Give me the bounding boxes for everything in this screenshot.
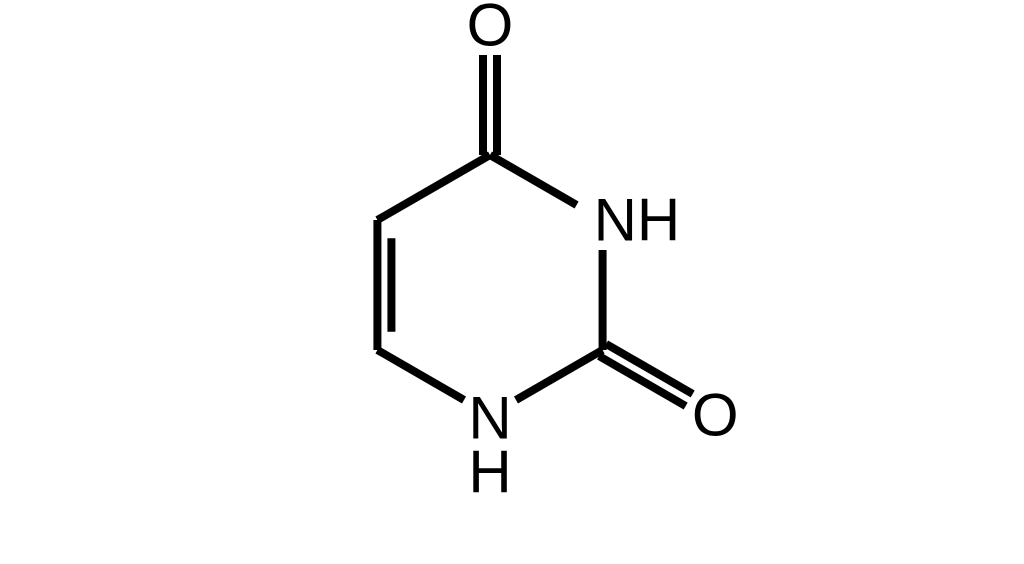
bond — [377, 350, 464, 400]
atom-label-O4: O — [467, 0, 514, 59]
bond — [377, 155, 490, 220]
bond — [516, 350, 603, 400]
chemical-structure-diagram: NHNHOO — [0, 0, 1024, 564]
atom-label-O2: O — [692, 382, 739, 449]
atom-h-label-N1: H — [468, 439, 511, 506]
atom-label-N3: NH — [594, 187, 681, 254]
bond — [490, 155, 577, 205]
